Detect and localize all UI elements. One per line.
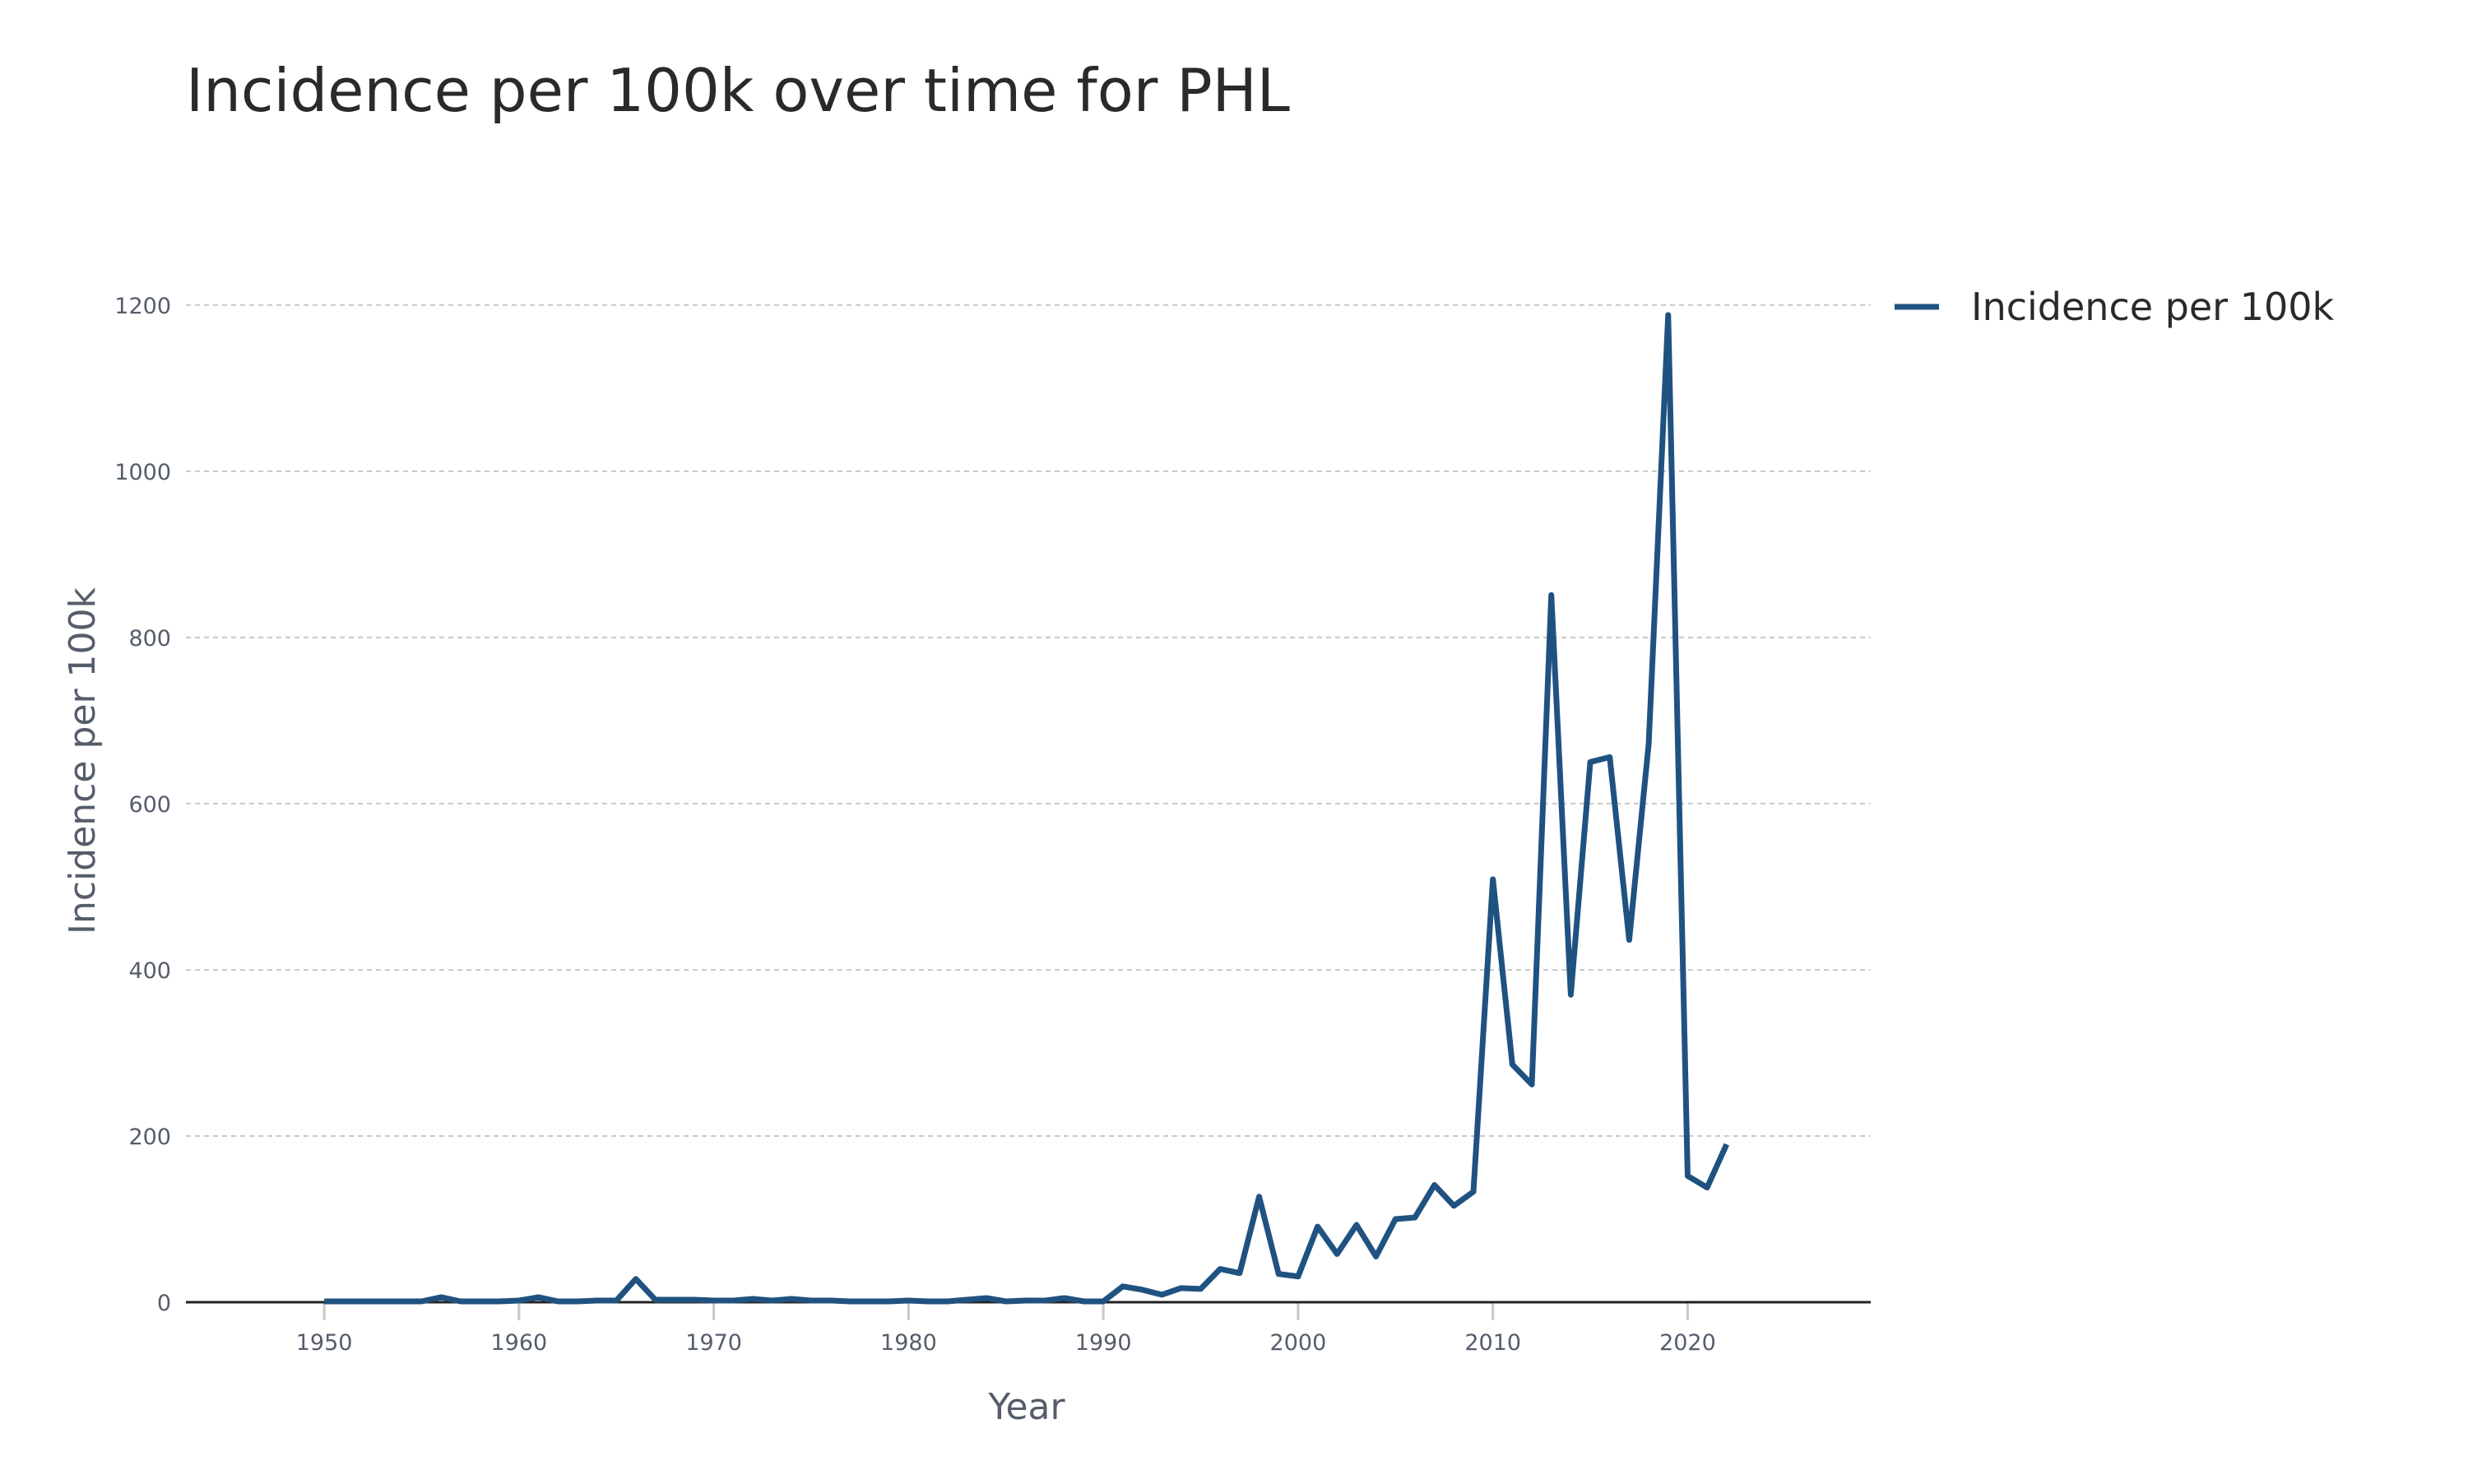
y-tick-label: 1000 xyxy=(114,460,171,485)
y-tick-label: 600 xyxy=(128,792,171,818)
x-tick-label: 1950 xyxy=(296,1330,353,1356)
x-tick-label: 1990 xyxy=(1075,1330,1132,1356)
chart-title: Incidence per 100k over time for PHL xyxy=(186,56,1290,125)
x-tick-label: 1980 xyxy=(880,1330,937,1356)
y-tick-label: 800 xyxy=(128,626,171,652)
x-tick-label: 2000 xyxy=(1270,1330,1327,1356)
x-tick-label: 1960 xyxy=(491,1330,548,1356)
data-line xyxy=(324,312,1729,1305)
y-axis-label: Incidence per 100k xyxy=(62,587,104,934)
x-tick-label: 2010 xyxy=(1464,1330,1521,1356)
y-tick-label: 200 xyxy=(128,1125,171,1150)
y-tick-label: 400 xyxy=(128,958,171,984)
y-tick-label: 0 xyxy=(157,1291,171,1316)
x-tick-label: 2020 xyxy=(1659,1330,1716,1356)
legend-label: Incidence per 100k xyxy=(1971,285,2334,329)
y-tick-label: 1200 xyxy=(114,294,171,319)
x-axis-label: Year xyxy=(987,1386,1065,1428)
x-tick-label: 1970 xyxy=(685,1330,742,1356)
